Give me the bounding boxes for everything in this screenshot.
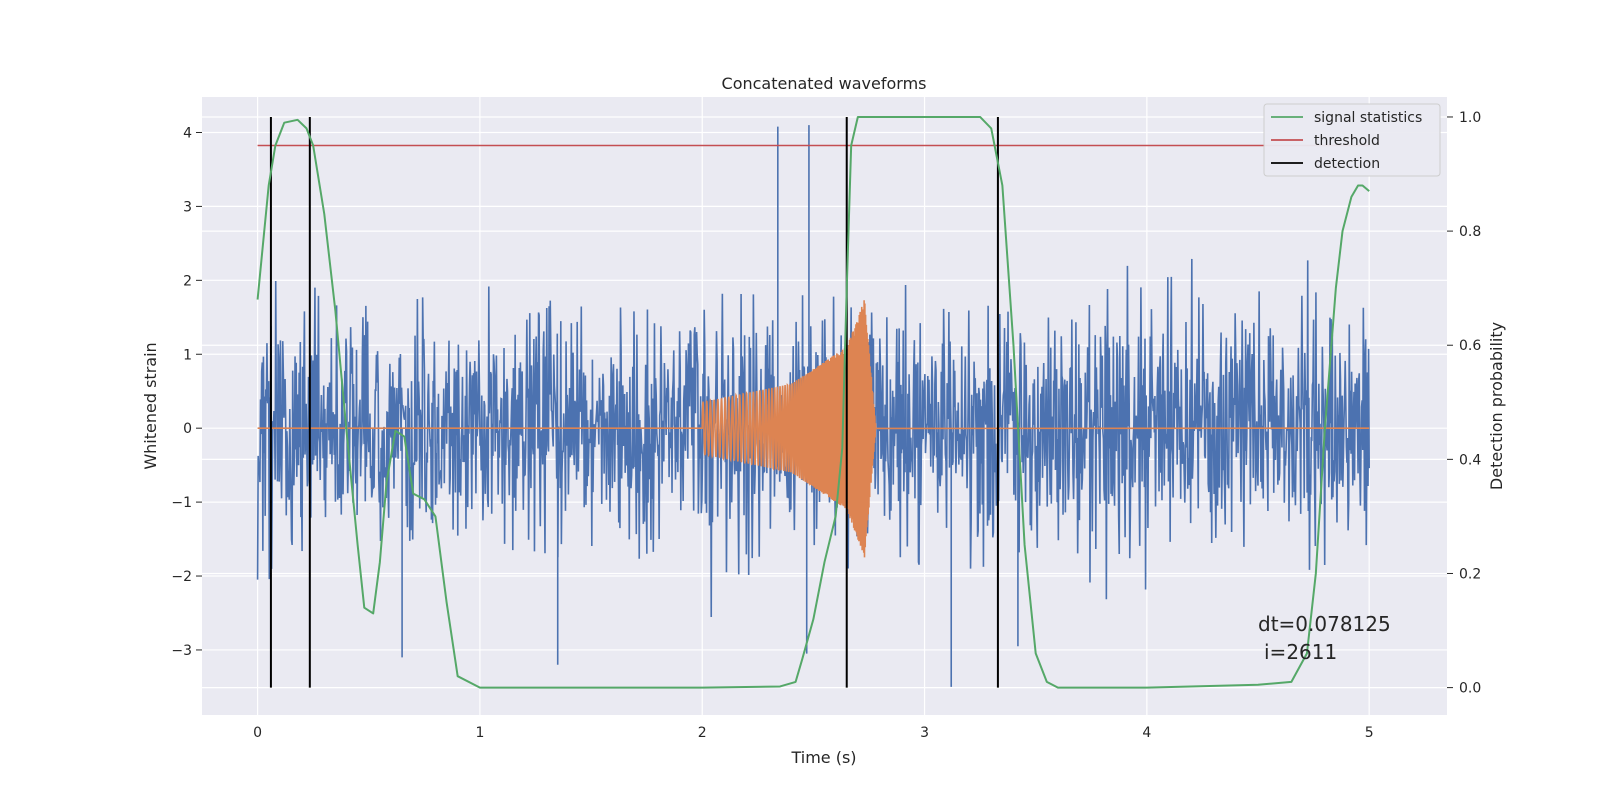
y-tick-label: 2 [183,273,192,289]
y2-tick-label: 0.6 [1459,338,1481,354]
y-tick-label: −1 [171,495,192,511]
y-tick-label: 0 [183,421,192,437]
x-tick-label: 1 [475,725,484,741]
axes: 0 1 2 3 4 5 −3 −2 −1 0 1 2 3 4 0.0 0.2 0.4 0.6 0.8 1.0 [171,110,1481,741]
x-tick-label: 4 [1142,725,1151,741]
x-tick-label: 3 [920,725,929,741]
legend-label-threshold: threshold [1314,133,1380,149]
y2-axis-label: Detection probability [1487,322,1506,490]
detection-overlay [256,115,1370,689]
chart-title: Concatenated waveforms [722,74,927,93]
y-tick-label: −3 [171,643,192,659]
legend-box [1263,103,1441,177]
y-tick-label: −2 [171,569,192,585]
y-tick-label: 1 [183,347,192,363]
y-tick-label: 3 [183,199,192,215]
legend: signal statistics threshold detection [1263,103,1441,177]
x-tick-label: 0 [253,725,262,741]
y2-tick-label: 0.2 [1459,566,1481,582]
y2-tick-label: 0.8 [1459,224,1481,240]
x-tick-label: 5 [1365,725,1374,741]
annotation-dt: dt=0.078125 [1258,612,1391,636]
annotation-i: i=2611 [1264,640,1337,664]
legend-label-detection: detection [1314,156,1380,172]
y-axis-label: Whitened strain [141,342,160,469]
x-axis-label: Time (s) [790,748,856,767]
y2-tick-label: 1.0 [1459,110,1481,126]
signal-statistics-line [256,115,1370,689]
y-tick-label: 4 [183,125,192,141]
legend-label-signal-statistics: signal statistics [1314,110,1422,126]
y2-tick-label: 0.4 [1459,452,1481,468]
x-tick-label: 2 [698,725,707,741]
y2-tick-label: 0.0 [1459,681,1481,697]
